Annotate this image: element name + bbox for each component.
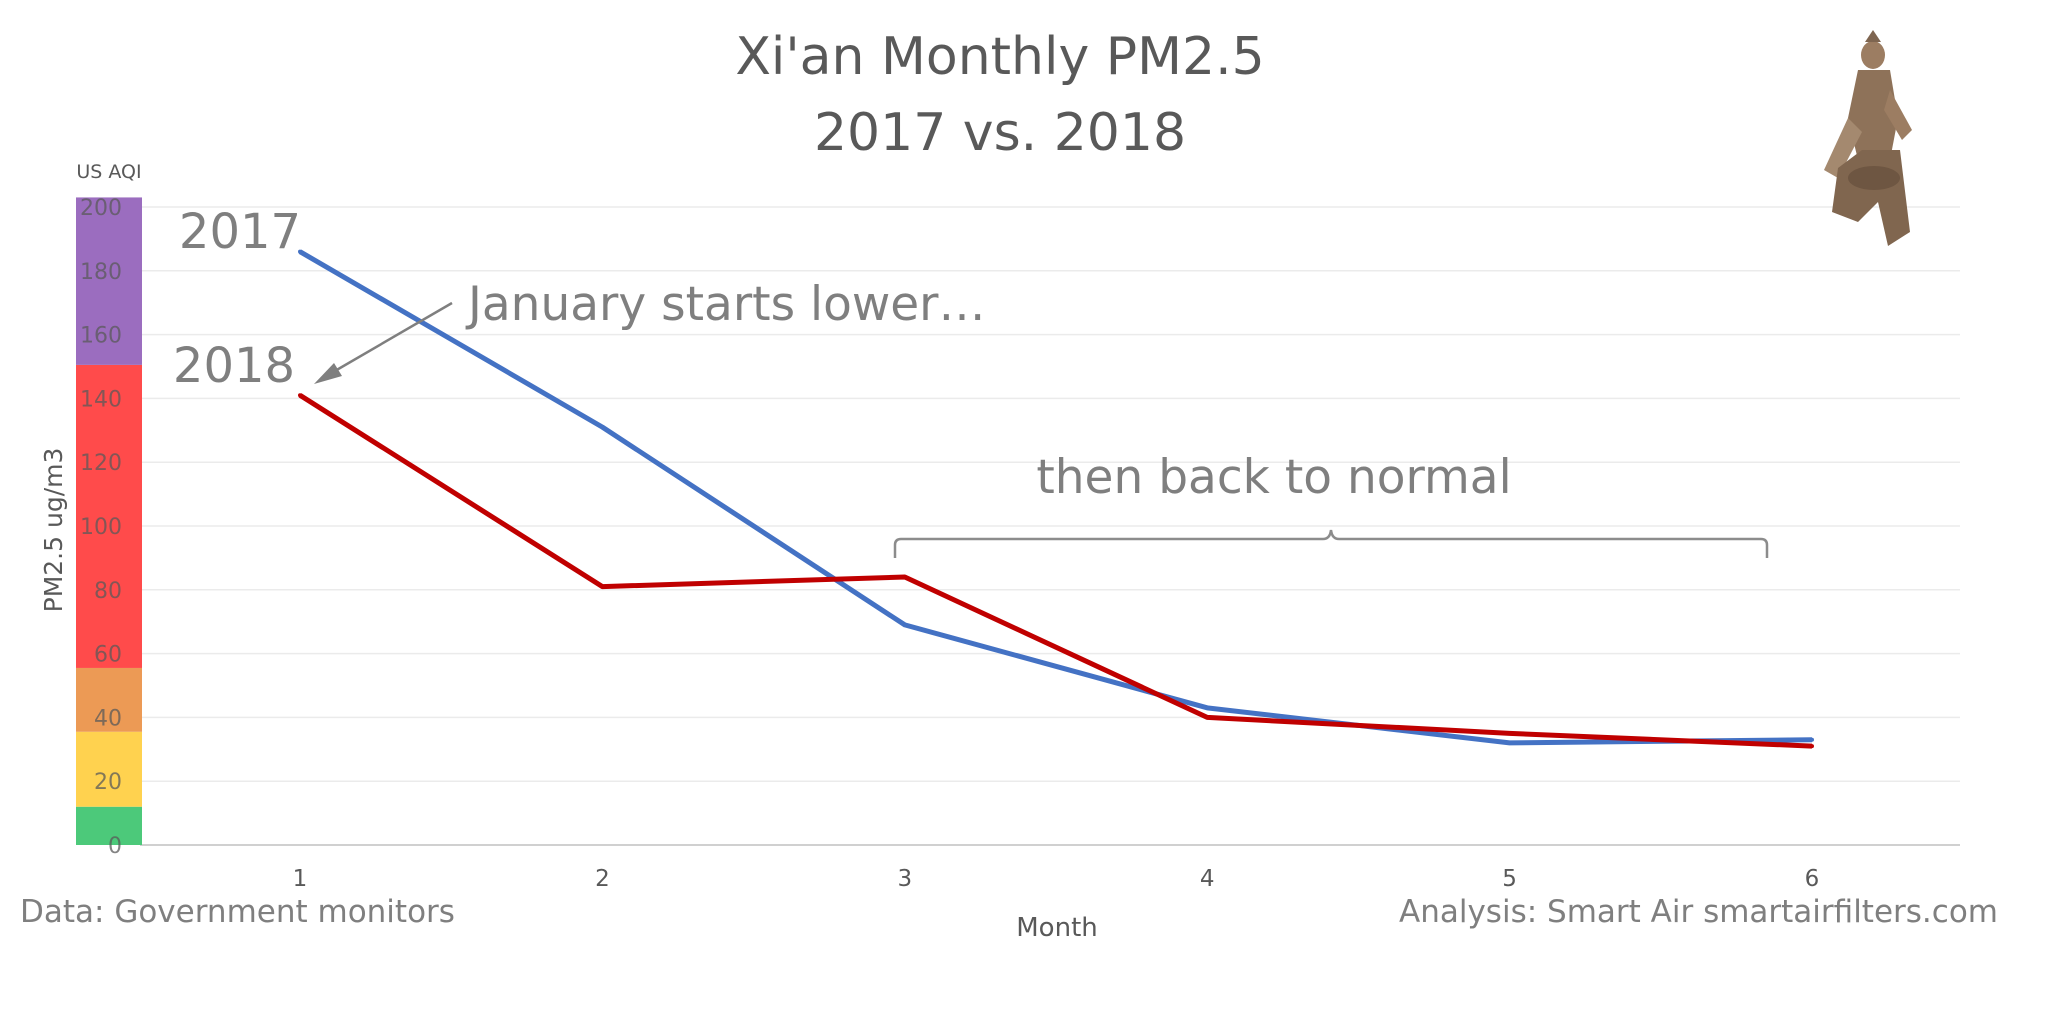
aqi-color-band <box>76 197 142 845</box>
x-tick-label: 2 <box>595 866 610 892</box>
x-tick-label: 1 <box>293 866 308 892</box>
data-point-2018 <box>902 575 907 580</box>
terracotta-warrior-icon <box>1824 30 1912 246</box>
footer-analysis: Analysis: Smart Air smartairfilters.com <box>1399 894 1998 930</box>
data-point-2018 <box>1507 731 1512 736</box>
y-tick-label: 40 <box>94 706 122 731</box>
annotation-normal: then back to normal <box>1036 450 1511 505</box>
data-point-2018 <box>1205 715 1210 720</box>
series-line-2017 <box>298 249 1813 746</box>
footer-source: Data: Government monitors <box>20 894 455 930</box>
aqi-band <box>76 364 142 668</box>
series-lines <box>298 249 1814 749</box>
series-line-2018 <box>298 393 1813 749</box>
data-point-2017 <box>600 425 605 430</box>
x-tick-labels: 1 2 3 4 5 6 <box>293 866 1820 892</box>
y-tick-label: 0 <box>108 834 122 859</box>
y-tick-label: 180 <box>80 260 122 285</box>
data-point-2017 <box>1810 737 1814 742</box>
data-point-2018 <box>1810 744 1814 749</box>
aqi-band <box>76 667 142 732</box>
x-tick-label: 3 <box>897 866 912 892</box>
y-tick-label: 200 <box>80 196 122 221</box>
aqi-band <box>76 806 142 845</box>
y-tick-label: 160 <box>80 324 122 349</box>
y-tick-label: 80 <box>94 579 122 604</box>
annotation-arrow-line <box>327 301 453 377</box>
aqi-band <box>76 197 142 365</box>
label-2017: 2017 <box>179 204 301 260</box>
y-tick-label: 100 <box>80 515 122 540</box>
label-2018: 2018 <box>173 338 295 394</box>
y-tick-label: 140 <box>80 387 122 412</box>
y-tick-labels: 0 20 40 60 80 100 120 140 160 180 200 <box>80 196 122 859</box>
chart-subtitle: 2017 vs. 2018 <box>814 103 1186 163</box>
aqi-label: US AQI <box>76 161 141 183</box>
y-tick-label: 20 <box>94 770 122 795</box>
x-tick-label: 5 <box>1502 866 1517 892</box>
data-point-2018 <box>600 584 605 589</box>
data-point-2017 <box>1507 740 1512 745</box>
data-point-2018 <box>298 393 302 398</box>
chart-title: Xi'an Monthly PM2.5 <box>735 27 1264 87</box>
data-point-2017 <box>902 622 907 627</box>
x-axis-label: Month <box>1016 913 1098 943</box>
x-tick-label: 4 <box>1200 866 1215 892</box>
x-tick-label: 6 <box>1805 866 1820 892</box>
y-axis-label: PM2.5 ug/m3 <box>39 448 68 613</box>
data-point-2017 <box>1205 705 1210 710</box>
y-tick-label: 120 <box>80 451 122 476</box>
gridlines <box>140 206 1960 846</box>
data-point-2017 <box>298 249 302 254</box>
annotation-brace <box>893 529 1769 558</box>
y-tick-label: 60 <box>94 643 122 668</box>
annotation-january: January starts lower… <box>465 277 986 332</box>
aqi-band <box>76 731 142 807</box>
annotation-arrowhead <box>314 363 342 384</box>
